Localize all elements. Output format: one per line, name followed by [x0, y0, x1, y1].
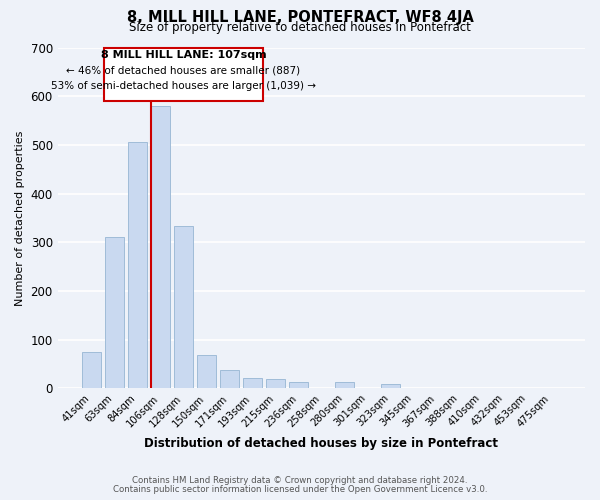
Bar	[197, 355, 216, 388]
X-axis label: Distribution of detached houses by size in Pontefract: Distribution of detached houses by size …	[145, 437, 499, 450]
Bar	[380, 384, 400, 388]
Bar	[82, 352, 101, 388]
Bar	[128, 142, 147, 388]
Y-axis label: Number of detached properties: Number of detached properties	[15, 130, 25, 306]
Bar	[289, 382, 308, 388]
Text: 53% of semi-detached houses are larger (1,039) →: 53% of semi-detached houses are larger (…	[51, 80, 316, 90]
Text: 8, MILL HILL LANE, PONTEFRACT, WF8 4JA: 8, MILL HILL LANE, PONTEFRACT, WF8 4JA	[127, 10, 473, 25]
Bar	[220, 370, 239, 388]
Text: Contains public sector information licensed under the Open Government Licence v3: Contains public sector information licen…	[113, 485, 487, 494]
Text: ← 46% of detached houses are smaller (887): ← 46% of detached houses are smaller (88…	[67, 66, 301, 76]
Bar	[173, 226, 193, 388]
Text: 8 MILL HILL LANE: 107sqm: 8 MILL HILL LANE: 107sqm	[101, 50, 266, 60]
Text: Size of property relative to detached houses in Pontefract: Size of property relative to detached ho…	[129, 21, 471, 34]
Bar	[266, 380, 285, 388]
Bar	[104, 238, 124, 388]
Bar	[242, 378, 262, 388]
Bar	[151, 106, 170, 388]
Text: Contains HM Land Registry data © Crown copyright and database right 2024.: Contains HM Land Registry data © Crown c…	[132, 476, 468, 485]
Bar	[335, 382, 354, 388]
